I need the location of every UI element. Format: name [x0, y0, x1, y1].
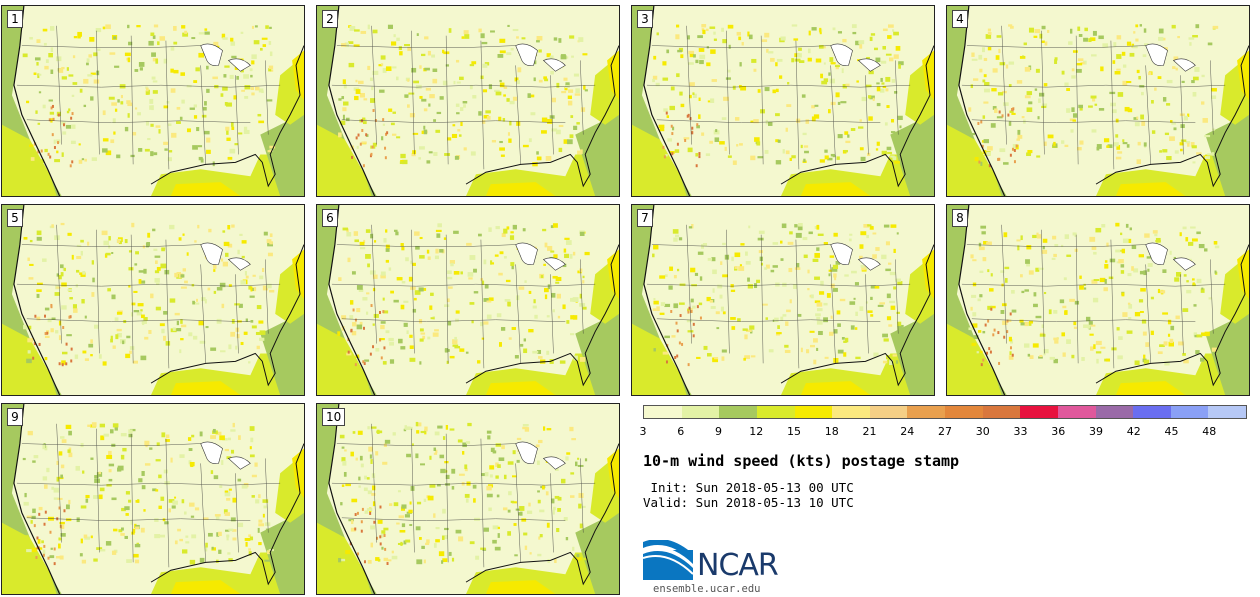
- wind-speed-map: [317, 205, 619, 395]
- wind-speed-map: [2, 6, 304, 196]
- init-time: Init: Sun 2018-05-13 00 UTC: [643, 480, 854, 495]
- wind-speed-map: [317, 6, 619, 196]
- wind-speed-map: [632, 6, 934, 196]
- colorbar-tick-label: 18: [824, 425, 839, 438]
- colorbar-tick-label: 27: [938, 425, 952, 438]
- colorbar-swatch: [869, 406, 908, 418]
- colorbar-tick-label: 3: [639, 425, 647, 438]
- colorbar-swatch: [982, 406, 1021, 418]
- colorbar-tick-label: 15: [787, 425, 801, 438]
- colorbar-tick-label: 39: [1089, 425, 1103, 438]
- time-info: Init: Sun 2018-05-13 00 UTC Valid: Sun 2…: [643, 480, 854, 510]
- map-panel: 9: [1, 403, 305, 595]
- colorbar-swatch: [794, 406, 833, 418]
- plot-title: 10-m wind speed (kts) postage stamp: [643, 452, 960, 470]
- colorbar-swatch: [719, 406, 757, 418]
- colorbar-tick-label: 45: [1164, 425, 1179, 438]
- colorbar-ticks: 3 6 9 12 15 18 21 24 27 30 33 36 39 42 45 48: [639, 425, 1247, 439]
- map-panel: 4: [946, 5, 1250, 197]
- colorbar-swatch: [1020, 406, 1058, 418]
- ncar-logo-mark: [643, 540, 694, 580]
- member-label: 6: [322, 209, 338, 227]
- colorbar-tick-label: 36: [1051, 425, 1066, 438]
- colorbar-swatch: [1095, 406, 1134, 418]
- colorbar-swatch: [1057, 406, 1096, 418]
- colorbar-tick-label: 12: [749, 425, 764, 438]
- map-panel: 8: [946, 204, 1250, 396]
- member-label: 8: [952, 209, 968, 227]
- member-label: 2: [322, 10, 338, 28]
- colorbar-tick-label: 21: [862, 425, 877, 438]
- colorbar-swatch: [832, 406, 870, 418]
- map-panel: 5: [1, 204, 305, 396]
- map-panel: 3: [631, 5, 935, 197]
- colorbar-tick-label: 6: [677, 425, 685, 438]
- colorbar-tick-label: 30: [975, 425, 990, 438]
- wind-speed-map: [317, 404, 619, 594]
- colorbar-swatch: [907, 406, 945, 418]
- member-label: 4: [952, 10, 968, 28]
- colorbar-swatch: [945, 406, 983, 418]
- wind-speed-map: [632, 205, 934, 395]
- map-panel: 7: [631, 204, 935, 396]
- map-panel: 2: [316, 5, 620, 197]
- map-panel: 1: [1, 5, 305, 197]
- member-label: 3: [637, 10, 653, 28]
- member-label: 1: [7, 10, 23, 28]
- member-label: 7: [637, 209, 653, 227]
- colorbar-swatch: [681, 406, 720, 418]
- site-url: ensemble.ucar.edu: [653, 583, 761, 595]
- colorbar-tick-label: 42: [1126, 425, 1141, 438]
- ncar-logo-text: NCAR: [697, 548, 779, 583]
- colorbar-tick-label: 9: [715, 425, 722, 438]
- member-label: 5: [7, 209, 23, 227]
- map-panel: 10: [316, 403, 620, 595]
- colorbar: [643, 405, 1247, 419]
- wind-speed-map: [947, 205, 1249, 395]
- member-label: 10: [322, 408, 346, 426]
- member-label: 9: [7, 408, 23, 426]
- colorbar-swatch: [1133, 406, 1171, 418]
- colorbar-tick-label: 48: [1202, 425, 1217, 438]
- wind-speed-map: [2, 404, 304, 594]
- map-panel: 6: [316, 204, 620, 396]
- colorbar-swatch: [644, 406, 682, 418]
- colorbar-swatch: [1170, 406, 1209, 418]
- wind-speed-map: [2, 205, 304, 395]
- colorbar-tick-label: 33: [1013, 425, 1028, 438]
- wind-speed-map: [947, 6, 1249, 196]
- colorbar-tick-label: 24: [900, 425, 915, 438]
- colorbar-swatch: [1208, 406, 1246, 418]
- colorbar-swatch: [756, 406, 795, 418]
- valid-time: Valid: Sun 2018-05-13 10 UTC: [643, 495, 854, 510]
